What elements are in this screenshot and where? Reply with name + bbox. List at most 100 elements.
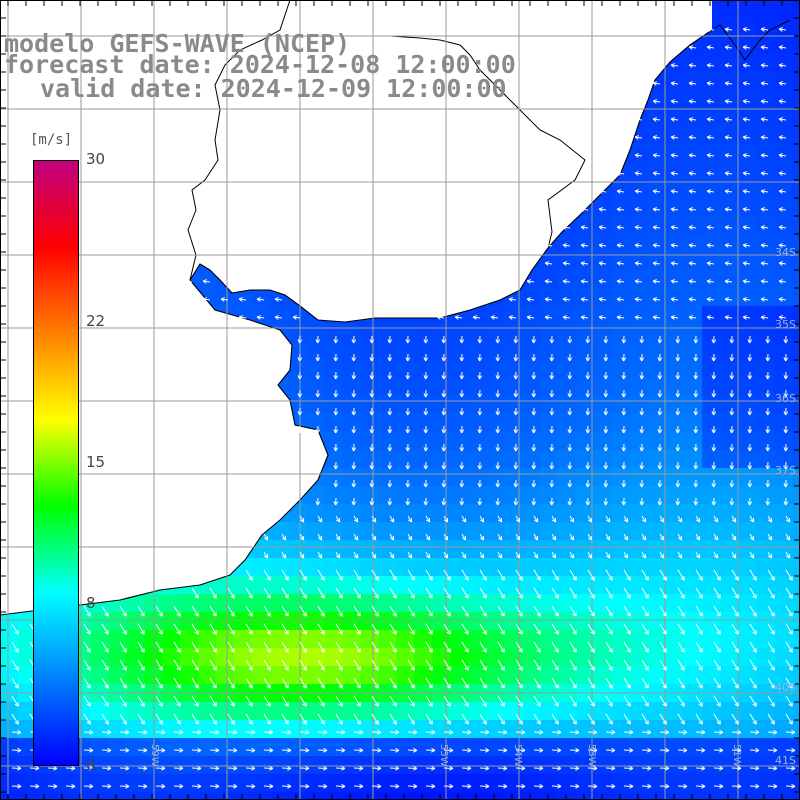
wind-arrow (562, 297, 571, 302)
wind-arrow (454, 315, 463, 320)
wind-arrow (443, 659, 451, 671)
wind-arrow (191, 623, 199, 635)
wind-arrow (549, 479, 555, 488)
wind-arrow (760, 135, 769, 140)
wind-arrow (461, 677, 469, 689)
wind-arrow (335, 569, 343, 581)
wind-arrow (202, 297, 211, 302)
wind-arrow (677, 677, 685, 689)
wind-arrow (729, 389, 735, 398)
wind-arrow (724, 45, 733, 50)
wind-cell (720, 108, 738, 126)
wind-arrow (461, 551, 467, 559)
wind-arrow (497, 623, 505, 635)
wind-arrow (155, 659, 163, 671)
wind-arrow (495, 425, 501, 434)
wind-arrow (749, 695, 757, 707)
wind-arrow (657, 371, 663, 380)
latitude-label: 35S (775, 318, 796, 331)
wind-arrow (227, 587, 235, 599)
wind-arrow (724, 315, 733, 320)
wind-arrow (11, 641, 19, 653)
wind-arrow (119, 641, 127, 653)
wind-arrow (335, 641, 343, 653)
wind-arrow (639, 425, 645, 434)
wind-arrow (495, 407, 501, 416)
wind-arrow (641, 747, 652, 753)
wind-arrow (533, 515, 539, 523)
wind-arrow (472, 315, 481, 320)
wind-arrow (747, 497, 753, 506)
wind-arrow (425, 729, 436, 735)
wind-arrow (639, 497, 645, 506)
wind-arrow (497, 729, 508, 735)
wind-arrow (155, 695, 163, 707)
wind-arrow (263, 677, 271, 689)
wind-arrow (747, 479, 753, 488)
wind-arrow (551, 747, 562, 753)
wind-arrow (731, 569, 739, 581)
wind-arrow (549, 389, 555, 398)
wind-arrow (747, 443, 753, 452)
wind-cell (774, 18, 792, 36)
wind-arrow (621, 443, 627, 452)
wind-arrow (587, 783, 598, 789)
wind-arrow (749, 659, 757, 671)
wind-arrow (479, 695, 487, 707)
wind-arrow (299, 623, 307, 635)
wind-arrow (677, 765, 688, 771)
wind-arrow (317, 783, 328, 789)
wind-arrow (767, 569, 775, 581)
wind-arrow (598, 279, 607, 284)
wind-arrow (317, 747, 328, 753)
wind-arrow (675, 461, 681, 470)
wind-arrow (209, 659, 217, 671)
wind-cell (738, 54, 756, 72)
wind-arrow (544, 279, 553, 284)
wind-arrow (479, 515, 485, 523)
wind-arrow (405, 371, 411, 380)
wind-arrow (567, 479, 573, 488)
wind-arrow (695, 605, 703, 617)
wind-arrow (639, 389, 645, 398)
wind-arrow (675, 389, 681, 398)
latitude-label: 41S (775, 754, 796, 767)
wind-arrow (693, 425, 699, 434)
longitude-label: 59W (149, 744, 160, 767)
wind-arrow (191, 587, 199, 599)
wind-arrow (508, 297, 517, 302)
wind-arrow (173, 641, 181, 653)
wind-arrow (256, 315, 265, 320)
wind-arrow (533, 747, 544, 753)
wind-arrow (724, 207, 733, 212)
wind-arrow (677, 641, 685, 653)
wind-arrow (549, 497, 555, 506)
wind-arrow (461, 747, 472, 753)
wind-arrow (765, 353, 771, 362)
wind-arrow (639, 443, 645, 452)
wind-arrow (299, 695, 307, 707)
wind-arrow (724, 81, 733, 86)
wind-arrow (533, 695, 541, 707)
wind-arrow (670, 189, 679, 194)
wind-arrow (423, 461, 429, 470)
wind-arrow (639, 479, 645, 488)
wind-arrow (425, 765, 436, 771)
wind-arrow (315, 353, 321, 362)
wind-arrow (353, 515, 359, 523)
wind-arrow (724, 117, 733, 122)
wind-arrow (531, 425, 537, 434)
wind-arrow (533, 551, 539, 559)
wind-arrow (724, 27, 733, 32)
wind-arrow (605, 695, 613, 707)
wind-arrow (315, 425, 321, 434)
wind-arrow (706, 135, 715, 140)
wind-cell (702, 126, 720, 144)
wind-arrow (706, 117, 715, 122)
wind-arrow (371, 551, 377, 559)
wind-arrow (580, 243, 589, 248)
wind-arrow (387, 407, 393, 416)
wind-cell (684, 54, 702, 72)
wind-arrow (783, 335, 789, 344)
wind-arrow (531, 371, 537, 380)
